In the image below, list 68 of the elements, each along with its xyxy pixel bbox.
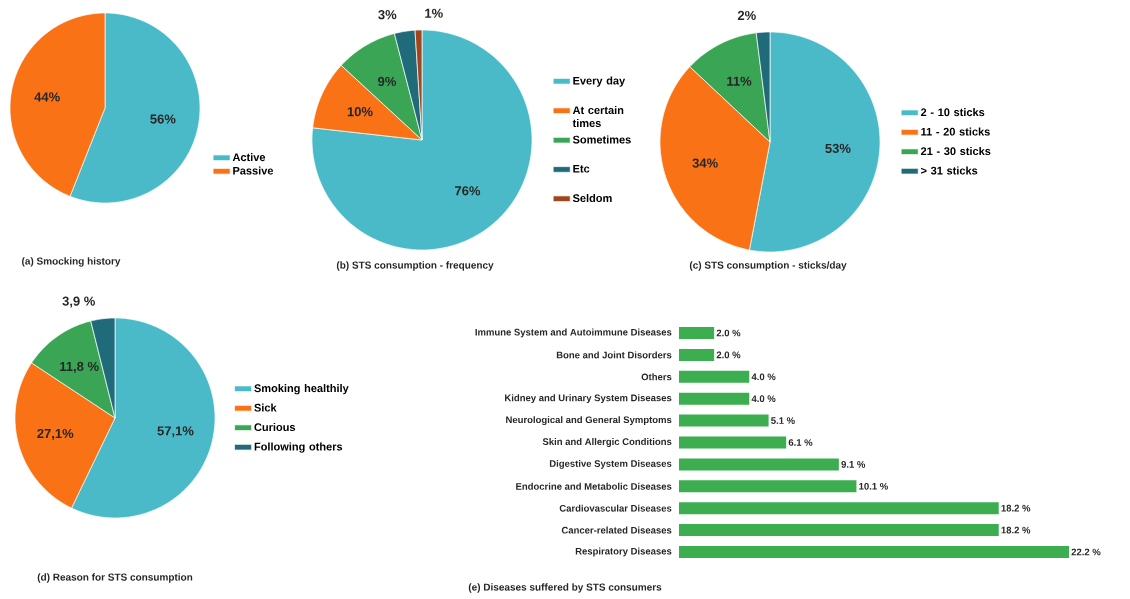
data-label: 10% bbox=[347, 107, 373, 117]
data-label: 2.0 % bbox=[716, 351, 741, 359]
legend-label: Following others bbox=[254, 442, 343, 453]
data-label: 44% bbox=[34, 92, 60, 102]
bar bbox=[679, 502, 999, 515]
y-tick-label: Bone and Joint Disorders bbox=[556, 351, 672, 359]
data-label: 6.1 % bbox=[788, 439, 813, 446]
data-label: 5.1 % bbox=[771, 417, 795, 424]
text: (b) STS consumption - frequency bbox=[336, 261, 494, 271]
y-tick-label: Respiratory Diseases bbox=[575, 547, 672, 557]
text: (d) Reason for STS consumption bbox=[37, 573, 193, 583]
data-label: 9% bbox=[378, 76, 397, 87]
data-label: 56% bbox=[150, 114, 176, 124]
bar bbox=[679, 436, 787, 449]
y-tick-label: Digestive System Diseases bbox=[549, 459, 672, 469]
legend-label: 11 - 20 sticks bbox=[921, 127, 990, 136]
text: (a) Smocking history bbox=[22, 257, 121, 267]
legend-label: 21 - 30 sticks bbox=[920, 146, 991, 156]
data-label: 11,8 % bbox=[60, 361, 99, 373]
data-label: 2.0 % bbox=[716, 329, 741, 337]
y-tick-label: Endocrine and Metabolic Diseases bbox=[516, 482, 672, 490]
bar bbox=[679, 480, 857, 493]
legend-label: Seldom bbox=[572, 194, 612, 203]
data-label: 18.2 % bbox=[1001, 526, 1031, 534]
legend-label: Passive bbox=[233, 166, 274, 175]
data-label: 11% bbox=[727, 76, 752, 86]
data-label: 57,1% bbox=[157, 426, 194, 438]
legend-label: At certain times bbox=[572, 105, 624, 128]
data-label: 53% bbox=[825, 143, 851, 154]
legend-label: Smoking healthily bbox=[254, 384, 349, 395]
y-tick-label: Skin and Allergic Conditions bbox=[542, 438, 672, 447]
bar bbox=[679, 414, 769, 427]
y-tick-label: Cardiovascular Diseases bbox=[559, 504, 672, 512]
bar bbox=[679, 545, 1069, 558]
data-label: 3,9 % bbox=[62, 296, 95, 308]
legend-label: 2 - 10 sticks bbox=[920, 108, 985, 117]
bar bbox=[679, 348, 715, 361]
data-label: 18.2 % bbox=[1001, 504, 1031, 512]
data-label: 9.1 % bbox=[841, 461, 866, 468]
text: (e) Diseases suffered by STS consumers bbox=[468, 583, 662, 593]
bar bbox=[679, 458, 839, 471]
y-tick-label: Cancer-related Diseases bbox=[561, 526, 672, 534]
data-label: 4.0 % bbox=[751, 373, 776, 381]
y-tick-label: Others bbox=[641, 373, 672, 381]
bar bbox=[679, 370, 750, 383]
data-label: 76% bbox=[455, 186, 481, 196]
y-tick-label: Kidney and Urinary System Diseases bbox=[505, 394, 672, 404]
legend-label: Active bbox=[232, 153, 266, 162]
y-tick-label: Neurological and General Symptoms bbox=[506, 416, 672, 426]
legend-label: Every day bbox=[573, 76, 626, 87]
y-tick-label: Immune System and Autoimmune Diseases bbox=[475, 328, 672, 338]
legend-label: > 31 sticks bbox=[921, 166, 978, 175]
text: (c) STS consumption - sticks/day bbox=[689, 261, 847, 271]
data-label: 10.1 % bbox=[859, 482, 888, 490]
data-label: 1% bbox=[425, 8, 443, 18]
bar bbox=[679, 392, 750, 405]
legend-label: Curious bbox=[254, 422, 296, 432]
data-label: 22.2 % bbox=[1071, 548, 1101, 556]
data-label: 3% bbox=[378, 10, 397, 20]
legend-label: Sick bbox=[254, 403, 277, 412]
data-label: 34% bbox=[692, 158, 718, 168]
bar bbox=[679, 326, 715, 339]
bar bbox=[679, 524, 999, 537]
data-label: 4.0 % bbox=[751, 395, 776, 403]
data-label: 2% bbox=[737, 10, 756, 21]
legend-label: Etc bbox=[573, 164, 590, 173]
legend-label: Sometimes bbox=[572, 135, 631, 144]
data-label: 27,1% bbox=[37, 428, 74, 440]
